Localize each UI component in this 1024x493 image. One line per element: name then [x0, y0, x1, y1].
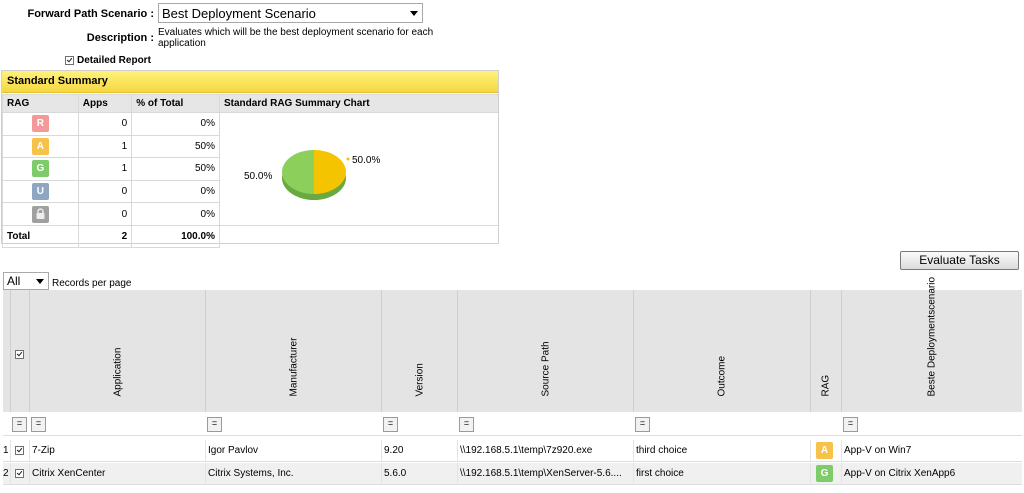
filter-outcome[interactable]: = — [635, 417, 650, 432]
standard-summary-panel: Standard Summary RAG Apps % of Total Sta… — [1, 70, 499, 248]
col-scenario[interactable]: Beste Deploymentscenario — [842, 277, 1022, 412]
select-all-header — [11, 290, 30, 412]
row-number: 1 — [3, 440, 11, 462]
lock-icon — [31, 205, 49, 223]
rag-red-icon: R — [31, 115, 49, 133]
slice-label-green: 50.0% — [244, 171, 272, 182]
slice-label-amber: 50.0% — [352, 155, 380, 166]
pie-chart-cell: 50.0% 50.0% — [218, 112, 498, 226]
cell-source-path: \\192.168.5.1\temp\XenServer-5.6.... — [458, 463, 634, 485]
rag-green-icon: G — [816, 465, 833, 482]
col-outcome[interactable]: Outcome — [634, 290, 811, 412]
rag-amber-icon: A — [816, 442, 833, 459]
pct-value: 0% — [131, 112, 220, 136]
apps-value: 0 — [77, 202, 133, 226]
row-number: 2 — [3, 463, 11, 485]
table-row[interactable]: 1 7-Zip Igor Pavlov 9.20 \\192.168.5.1\t… — [3, 440, 1022, 462]
label-dot — [346, 157, 350, 161]
summary-total-row: Total 2 100.0% — [2, 225, 499, 248]
description-text: Evaluates which will be the best deploym… — [158, 27, 434, 49]
total-apps: 2 — [77, 225, 133, 248]
col-rag-label: RAG — [820, 374, 832, 397]
summary-row-r: R 0 0% 50.0% 50.0% — [2, 112, 498, 226]
rag-green-icon: G — [31, 160, 49, 178]
cell-manufacturer: Igor Pavlov — [206, 440, 382, 462]
filter-source-path[interactable]: = — [459, 417, 474, 432]
col-rag: RAG — [2, 94, 79, 113]
col-rag[interactable]: RAG — [811, 290, 842, 412]
evaluate-tasks-button[interactable]: Evaluate Tasks — [900, 251, 1019, 270]
detailed-report[interactable]: Detailed Report — [65, 55, 151, 66]
col-source-path[interactable]: Source Path — [458, 290, 634, 412]
filter-application[interactable]: = — [31, 417, 46, 432]
data-grid: Application Manufacturer Version Source … — [3, 277, 1022, 490]
pct-value: 50% — [131, 157, 220, 181]
scenario-select-value: Best Deployment Scenario — [162, 5, 316, 21]
col-source-path-label: Source Path — [540, 341, 551, 397]
cell-application: 7-Zip — [30, 440, 206, 462]
apps-value: 0 — [77, 112, 133, 136]
cell-source-path: \\192.168.5.1\temp\7z920.exe — [458, 440, 634, 462]
col-apps: Apps — [77, 94, 133, 113]
rag-unknown-icon: U — [31, 183, 49, 201]
standard-summary-title: Standard Summary — [2, 71, 498, 93]
filter-button[interactable]: = — [12, 417, 27, 432]
col-version-label: Version — [414, 363, 425, 397]
scenario-label: Forward Path Scenario : — [27, 8, 154, 20]
col-manufacturer-label: Manufacturer — [288, 337, 299, 397]
filter-row — [3, 412, 1022, 436]
filter-scenario[interactable]: = — [843, 417, 858, 432]
pie-slice-0 — [313, 150, 346, 194]
pct-value: 0% — [131, 202, 220, 226]
records-value: All — [7, 274, 21, 288]
scenario-select[interactable]: Best Deployment Scenario — [158, 3, 423, 23]
chevron-down-icon — [36, 279, 44, 284]
col-manufacturer[interactable]: Manufacturer — [206, 290, 382, 412]
row-checkbox[interactable] — [15, 445, 24, 455]
total-label: Total — [2, 225, 79, 248]
apps-value: 1 — [77, 157, 133, 181]
cell-scenario: App-V on Win7 — [844, 445, 912, 456]
cell-scenario: App-V on Citrix XenApp6 — [844, 468, 956, 479]
col-pct: % of Total — [131, 94, 220, 113]
row-checkbox[interactable] — [15, 468, 24, 478]
chevron-down-icon — [410, 11, 418, 16]
pie-chart: 50.0% 50.0% — [244, 150, 380, 200]
cell-outcome: first choice — [634, 463, 811, 485]
pct-value: 0% — [131, 179, 220, 204]
filter-manufacturer[interactable]: = — [207, 417, 222, 432]
select-all-checkbox[interactable] — [15, 349, 24, 359]
col-outcome-label: Outcome — [716, 355, 728, 397]
col-scenario-label: Beste Deploymentscenario — [926, 276, 938, 397]
col-chart: Standard RAG Summary Chart — [218, 94, 498, 113]
row-num-header — [3, 290, 11, 412]
cell-application: Citrix XenCenter — [30, 463, 206, 485]
filter-version[interactable]: = — [383, 417, 398, 432]
detailed-report-label: Detailed Report — [77, 55, 151, 66]
cell-version: 5.6.0 — [382, 463, 458, 485]
col-application[interactable]: Application — [30, 290, 206, 412]
cell-outcome: third choice — [634, 440, 811, 462]
table-row[interactable]: 2 Citrix XenCenter Citrix Systems, Inc. … — [3, 463, 1022, 485]
summary-table: RAG Apps % of Total Standard RAG Summary… — [2, 94, 498, 248]
pct-value: 50% — [131, 134, 220, 159]
pie-slice-1 — [281, 150, 314, 194]
records-per-page-select[interactable]: All — [3, 272, 49, 290]
summary-row-u: U 0 0% — [2, 179, 499, 204]
col-application-label: Application — [112, 347, 123, 397]
detailed-report-checkbox[interactable] — [65, 56, 74, 65]
cell-manufacturer: Citrix Systems, Inc. — [206, 463, 382, 485]
rag-amber-icon: A — [31, 137, 49, 155]
col-version[interactable]: Version — [382, 290, 458, 412]
apps-value: 1 — [77, 134, 133, 159]
total-pct: 100.0% — [131, 225, 220, 248]
description-label: Description : — [86, 32, 154, 44]
cell-version: 9.20 — [382, 440, 458, 462]
records-per-page-label: Records per page — [52, 278, 132, 289]
apps-value: 0 — [77, 179, 133, 204]
